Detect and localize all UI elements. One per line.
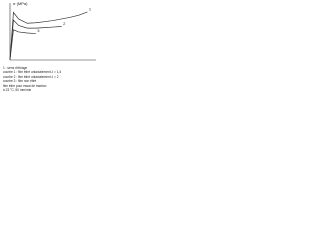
series-label: 1 (89, 6, 92, 11)
legend-line: film étiré pour essai de traction (3, 83, 47, 88)
page: {"chart_data": {"type": "line", "y_label… (0, 0, 100, 102)
series-label: 3 (37, 28, 40, 33)
legend-line: courbe 1 : film étiré uniaxialement λ = … (3, 70, 62, 75)
legend-line: courbe 3 : film non étiré (3, 79, 37, 84)
legend-line: à 23 °C, 50 mm/min (3, 88, 32, 93)
legend: 1 : sens d'étirage courbe 1 : film étiré … (3, 66, 99, 92)
chart: σ (MPa) 1 2 3 (9, 1, 96, 61)
legend-line: 1 : sens d'étirage (3, 66, 28, 70)
series-label: 2 (63, 21, 66, 26)
line-series (9, 29, 36, 61)
line-series (9, 19, 62, 61)
legend-line: courbe 2 : film étiré uniaxialement λ = … (3, 74, 59, 79)
y-axis-label: σ (MPa) (13, 1, 28, 6)
line-series (9, 11, 88, 61)
